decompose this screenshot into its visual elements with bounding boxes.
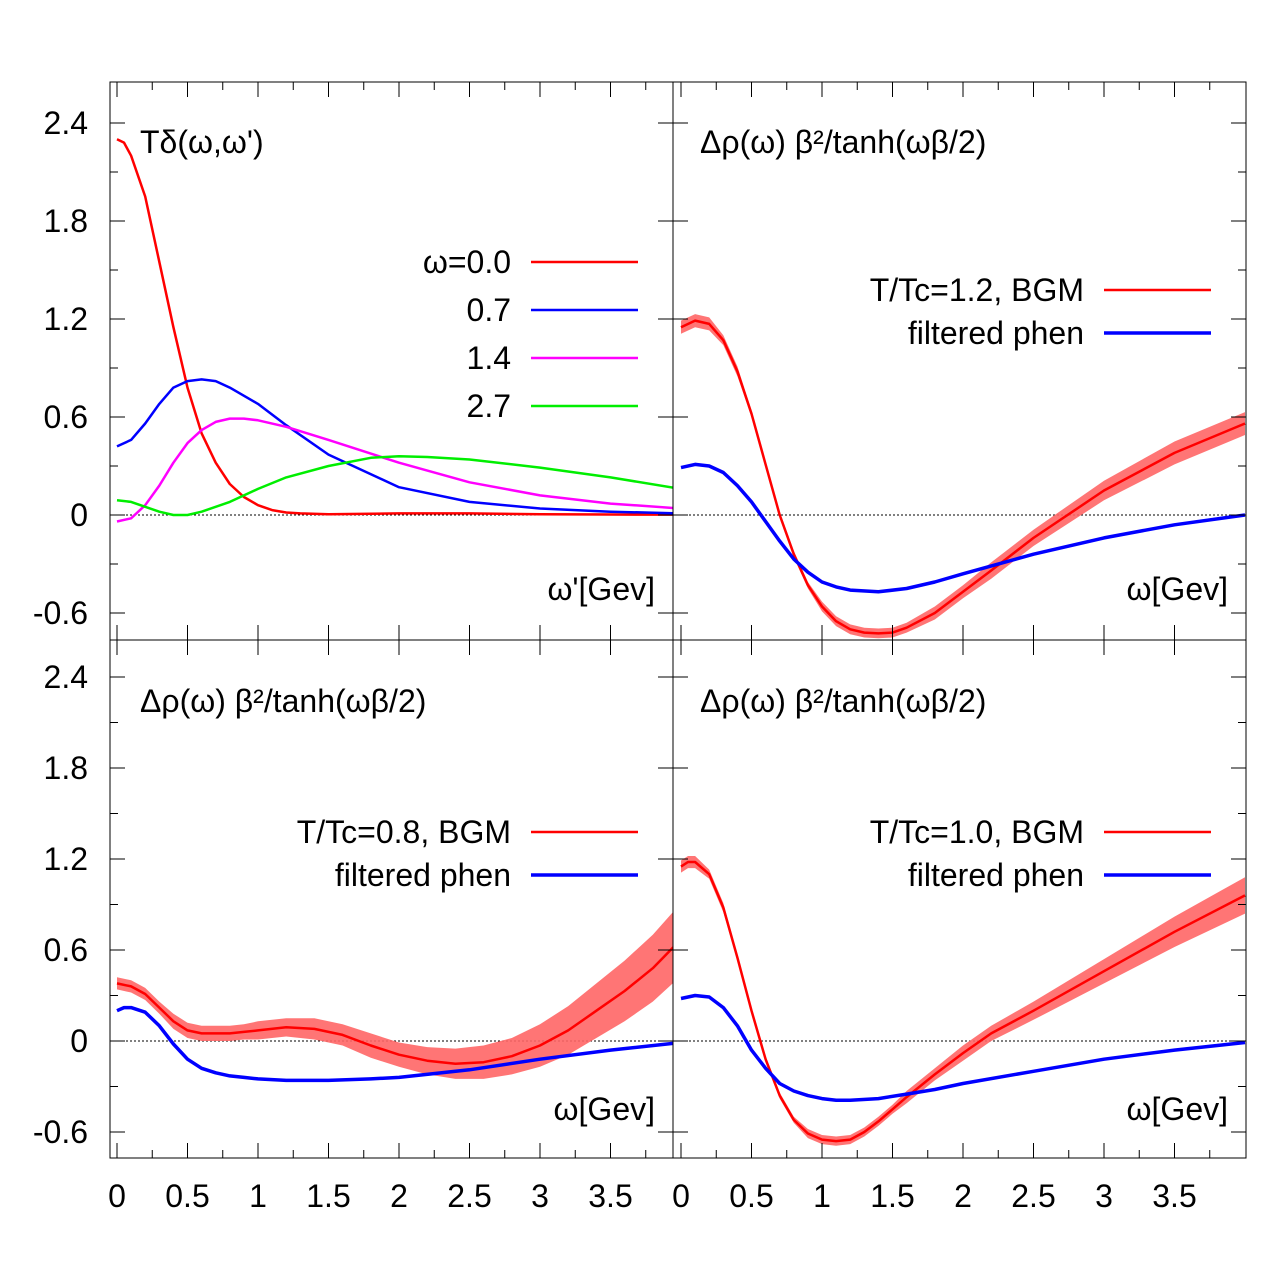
legend-label-1: ω=0.0 (423, 244, 511, 280)
series-line-1 (116, 945, 673, 1066)
panel-title: Δρ(ω) β²/tanh(ωβ/2) (700, 683, 986, 719)
plot-area (110, 138, 673, 523)
x-axis-label: ω[Gev] (554, 1091, 655, 1127)
x-tick-label: 1.5 (870, 1178, 914, 1214)
x-tick-label: 2 (390, 1178, 408, 1214)
y-tick-label: 1.2 (44, 841, 88, 877)
panel-3: Δρ(ω) β²/tanh(ωβ/2) ω[Gev] T/Tc=0.8, BGM fi… (110, 683, 673, 1127)
y-tick-label: 0.6 (44, 932, 88, 968)
x-tick-label: 3 (531, 1178, 549, 1214)
panel-title: Tδ(ω,ω') (140, 124, 264, 160)
legend-label-4: 2.7 (467, 388, 511, 424)
x-tick-label: 3.5 (588, 1178, 632, 1214)
x-axis-label: ω[Gev] (1127, 1091, 1228, 1127)
legend-label-2: filtered phen (335, 857, 511, 893)
legend-label-1: T/Tc=1.2, BGM (870, 272, 1084, 308)
y-tick-label: -0.6 (33, 595, 88, 631)
series-line-1 (680, 860, 1246, 1143)
panel-title: Δρ(ω) β²/tanh(ωβ/2) (140, 683, 426, 719)
series-line-2 (680, 993, 1246, 1102)
legend-label-3: 1.4 (467, 340, 511, 376)
legend-label-1: T/Tc=0.8, BGM (297, 814, 511, 850)
y-tick-label: 1.8 (44, 750, 88, 786)
x-tick-label: 0 (672, 1178, 690, 1214)
x-tick-label: 1 (249, 1178, 267, 1214)
x-tick-label: 0 (108, 1178, 126, 1214)
series-line-1 (116, 138, 673, 516)
plot-area (110, 912, 673, 1083)
x-tick-label: 0.5 (165, 1178, 209, 1214)
panel-1: Tδ(ω,ω') ω'[Gev] ω=0.0 0.7 1.4 2.7 (110, 124, 673, 607)
legend-label-2: 0.7 (467, 292, 511, 328)
x-axis-label: ω[Gev] (1127, 571, 1228, 607)
axis-labels: -0.6 0 0.6 1.2 1.8 2.4 -0.6 0 0.6 1.2 1.8 2.4 0 0.5 1 1… (33, 105, 1197, 1214)
frames (109, 81, 1247, 1159)
plot-area (673, 314, 1246, 639)
plot-area (673, 856, 1246, 1146)
x-axis-label: ω'[Gev] (547, 571, 655, 607)
y-tick-label: 2.4 (44, 105, 88, 141)
legend-label-2: filtered phen (908, 857, 1084, 893)
panel-title: Δρ(ω) β²/tanh(ωβ/2) (700, 124, 986, 160)
y-tick-label: 0.6 (44, 399, 88, 435)
legend-label-1: T/Tc=1.0, BGM (870, 814, 1084, 850)
series-line-2 (116, 378, 673, 515)
legend-label-2: filtered phen (908, 315, 1084, 351)
y-tick-label: 0 (70, 1023, 88, 1059)
series-line-4 (116, 454, 673, 517)
outer-frame (109, 81, 1247, 1159)
x-tick-label: 3.5 (1152, 1178, 1196, 1214)
y-tick-label: 2.4 (44, 659, 88, 695)
x-tick-label: 3 (1095, 1178, 1113, 1214)
panels: Tδ(ω,ω') ω'[Gev] ω=0.0 0.7 1.4 2.7 Δρ(ω) β²/ta… (110, 124, 1246, 1146)
x-tick-label: 1.5 (306, 1178, 350, 1214)
panel-2: Δρ(ω) β²/tanh(ωβ/2) ω[Gev] T/Tc=1.2, BGM fi… (673, 124, 1246, 639)
series-line-2 (680, 462, 1246, 594)
y-tick-label: 1.8 (44, 203, 88, 239)
x-tick-label: 2.5 (1011, 1178, 1055, 1214)
series-line-2 (116, 1005, 673, 1083)
error-band-series-1 (117, 912, 673, 1079)
x-tick-label: 1 (813, 1178, 831, 1214)
x-tick-label: 2 (954, 1178, 972, 1214)
y-tick-label: 0 (70, 497, 88, 533)
x-tick-label: 0.5 (729, 1178, 773, 1214)
y-tick-label: -0.6 (33, 1114, 88, 1150)
y-tick-label: 1.2 (44, 301, 88, 337)
panel-4: Δρ(ω) β²/tanh(ωβ/2) ω[Gev] T/Tc=1.0, BGM fi… (673, 683, 1246, 1146)
series-line-3 (116, 417, 673, 523)
x-tick-label: 2.5 (447, 1178, 491, 1214)
